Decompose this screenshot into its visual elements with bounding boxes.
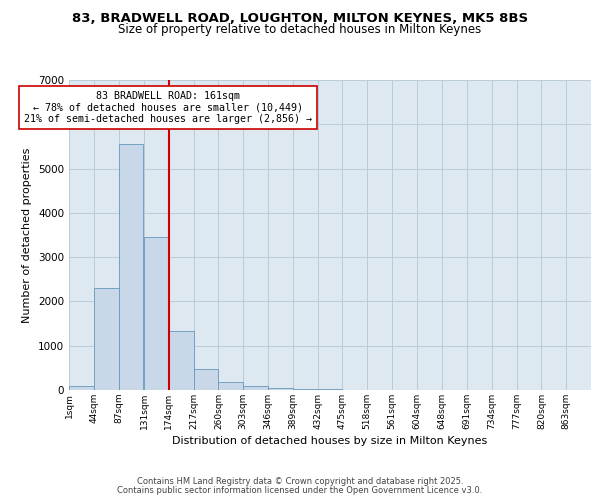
- Bar: [268, 388, 293, 390]
- Bar: [144, 237, 169, 390]
- Bar: [69, 386, 94, 390]
- Bar: [293, 388, 317, 390]
- Bar: [119, 144, 143, 390]
- Text: 83 BRADWELL ROAD: 161sqm
← 78% of detached houses are smaller (10,449)
21% of se: 83 BRADWELL ROAD: 161sqm ← 78% of detach…: [23, 91, 311, 124]
- Bar: [194, 368, 218, 390]
- Bar: [169, 331, 194, 390]
- Bar: [94, 288, 119, 390]
- Text: Contains HM Land Registry data © Crown copyright and database right 2025.: Contains HM Land Registry data © Crown c…: [137, 477, 463, 486]
- Text: Contains public sector information licensed under the Open Government Licence v3: Contains public sector information licen…: [118, 486, 482, 495]
- X-axis label: Distribution of detached houses by size in Milton Keynes: Distribution of detached houses by size …: [172, 436, 488, 446]
- Text: Size of property relative to detached houses in Milton Keynes: Size of property relative to detached ho…: [118, 22, 482, 36]
- Bar: [243, 386, 268, 390]
- Y-axis label: Number of detached properties: Number of detached properties: [22, 148, 32, 322]
- Text: 83, BRADWELL ROAD, LOUGHTON, MILTON KEYNES, MK5 8BS: 83, BRADWELL ROAD, LOUGHTON, MILTON KEYN…: [72, 12, 528, 26]
- Bar: [218, 382, 243, 390]
